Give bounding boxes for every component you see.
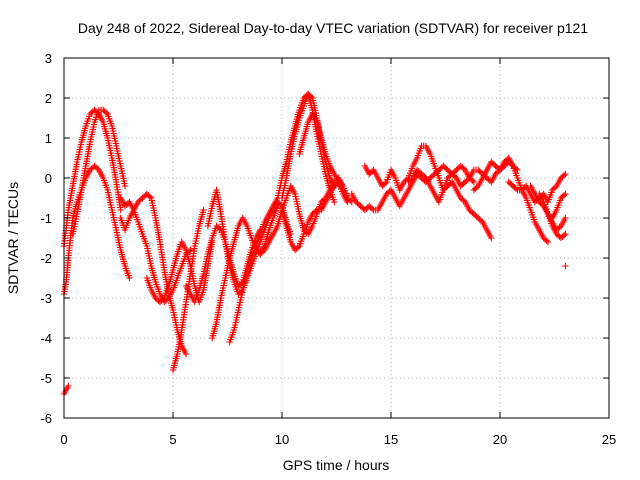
data-point [159, 296, 167, 303]
x-tick-labels: 0 5 10 15 20 25 [60, 432, 616, 447]
data-point [543, 237, 550, 244]
data-point [562, 190, 569, 198]
data-point [117, 206, 124, 214]
data-point [320, 196, 328, 203]
x-tick-label: 10 [275, 432, 289, 447]
data-point [307, 93, 315, 100]
data-point [94, 165, 101, 172]
y-tick-label: -3 [40, 291, 52, 306]
data-point [562, 170, 569, 178]
track-17 [361, 142, 495, 242]
data-point [421, 173, 428, 180]
data-point [562, 230, 569, 238]
data-point [460, 165, 467, 172]
y-axis-title: SDTVAR / TECUs [5, 182, 21, 294]
y-tick-label: 0 [45, 171, 52, 186]
x-tick-label: 5 [169, 432, 176, 447]
y-tick-label: -2 [40, 251, 52, 266]
data-point [451, 173, 459, 180]
data-point [460, 197, 467, 204]
data-point [200, 206, 207, 214]
data-point [556, 224, 563, 231]
data-point [331, 198, 338, 206]
data-point [182, 350, 190, 358]
y-tick-label: -4 [40, 331, 52, 346]
data-point [488, 234, 495, 242]
y-tick-label: -5 [40, 371, 52, 386]
track-21 [505, 170, 569, 206]
axis-ticks [63, 57, 610, 419]
data-point [477, 217, 485, 224]
data-point [473, 184, 480, 191]
data-point [381, 180, 389, 187]
data-point [339, 182, 347, 190]
chart-title: Day 248 of 2022, Sidereal Day-to-day VTE… [78, 20, 588, 36]
x-tick-label: 20 [493, 432, 507, 447]
track-3 [69, 106, 129, 238]
data-point [552, 184, 559, 191]
track-2 [60, 106, 124, 250]
data-point [512, 185, 520, 192]
data-point [102, 109, 110, 116]
track-1 [60, 162, 133, 298]
y-tick-labels: -6 -5 -4 -3 -2 -1 0 1 2 3 [40, 51, 52, 426]
x-tick-label: 0 [60, 432, 67, 447]
x-axis-title: GPS time / hours [283, 457, 390, 473]
y-tick-label: -1 [40, 211, 52, 226]
y-tick-label: 2 [45, 91, 52, 106]
data-point [368, 205, 376, 212]
data-point [347, 197, 354, 204]
track-20 [470, 154, 552, 246]
data-point [560, 192, 568, 199]
data-point [560, 172, 568, 179]
data-point [470, 178, 478, 186]
y-tick-label: 3 [45, 51, 52, 66]
track-24 [540, 202, 569, 242]
plot-frame [63, 57, 610, 419]
track-18 [348, 162, 478, 214]
track-25 [60, 382, 72, 398]
data-point [544, 238, 552, 246]
x-tick-label: 25 [602, 432, 616, 447]
data-point [216, 225, 223, 232]
data-point [294, 244, 302, 251]
data-point [259, 248, 267, 255]
data-point [146, 193, 153, 200]
data-point [562, 262, 569, 270]
data-point [464, 176, 472, 183]
x-tick-label: 15 [384, 432, 398, 447]
y-tick-label: -6 [40, 411, 52, 426]
track-10 [209, 202, 281, 342]
data-point [65, 382, 72, 390]
track-26 [562, 262, 569, 270]
grid [64, 58, 609, 418]
data-point [121, 182, 129, 190]
y-tick-label: 1 [45, 131, 52, 146]
data-point [126, 274, 133, 282]
data-point [560, 232, 568, 239]
data-point [562, 214, 569, 222]
data-points [60, 90, 569, 398]
data-point [408, 176, 415, 183]
track-16 [257, 174, 347, 258]
